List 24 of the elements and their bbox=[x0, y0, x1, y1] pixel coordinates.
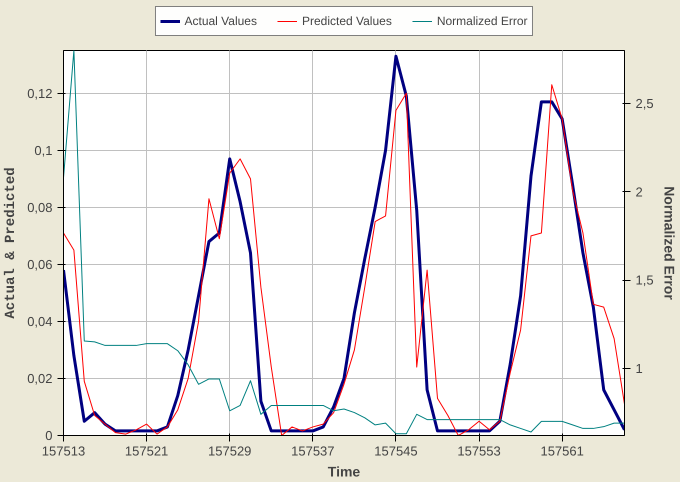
x-tick-label: 157513 bbox=[42, 444, 86, 458]
y-tick-label: 0,04 bbox=[27, 314, 53, 329]
y-tick-label: 0,08 bbox=[27, 200, 53, 215]
legend-label: Actual Values bbox=[184, 14, 257, 28]
y-tick-label: 0,12 bbox=[27, 86, 53, 101]
x-tick-label: 157545 bbox=[374, 444, 418, 458]
x-axis-title: Time bbox=[328, 464, 360, 480]
y2-axis-title: Normalized Error bbox=[662, 186, 678, 300]
y-tick-label: 0,06 bbox=[27, 256, 53, 272]
legend-label: Normalized Error bbox=[436, 14, 528, 28]
y-axis-title: Actual & Predicted bbox=[3, 167, 20, 319]
x-tick-label: 157537 bbox=[291, 444, 335, 458]
y-tick-label: 0,1 bbox=[34, 142, 53, 158]
y-tick-label: 0 bbox=[45, 428, 53, 443]
x-tick-label: 157553 bbox=[457, 444, 501, 458]
y2-tick-label: 2,5 bbox=[636, 96, 654, 111]
y-tick-label: 0,02 bbox=[27, 370, 53, 386]
x-tick-label: 157561 bbox=[540, 444, 584, 458]
x-tick-label: 157529 bbox=[208, 444, 252, 458]
y2-tick-label: 1 bbox=[636, 360, 643, 376]
y2-tick-label: 2 bbox=[636, 184, 643, 200]
x-tick-label: 157521 bbox=[124, 444, 168, 458]
legend-label: Predicted Values bbox=[302, 14, 392, 28]
y2-tick-label: 1,5 bbox=[636, 272, 654, 288]
